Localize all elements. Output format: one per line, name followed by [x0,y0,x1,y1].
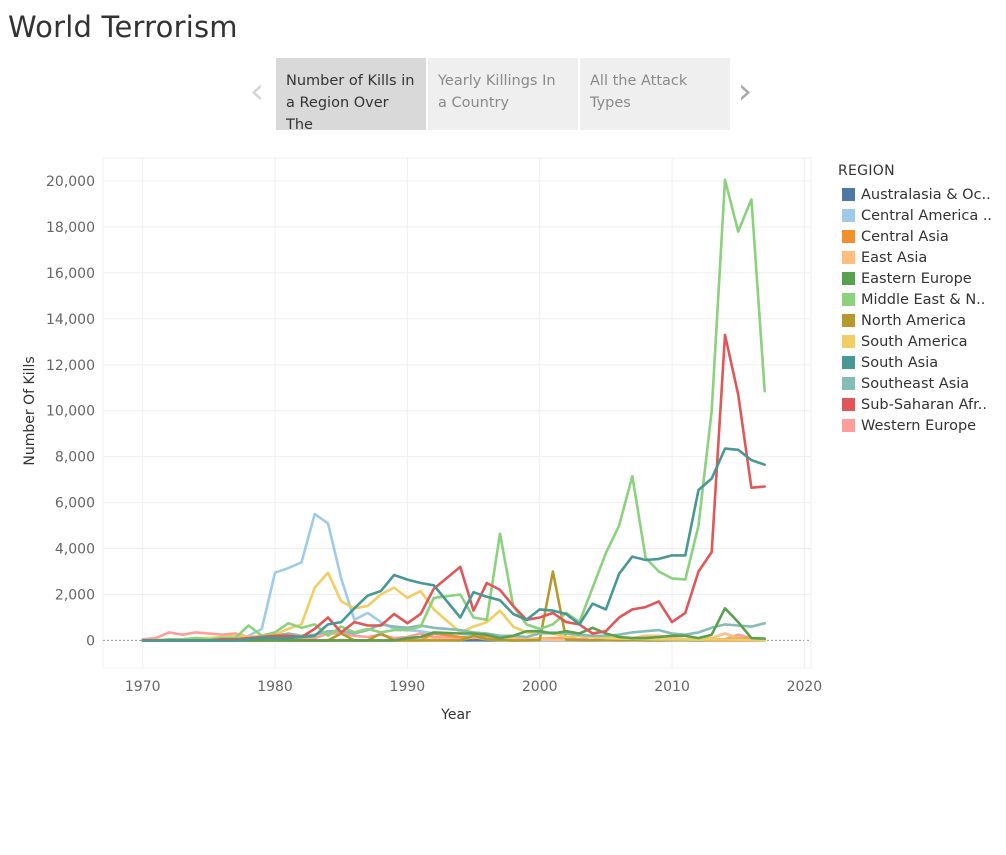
story-point-yearly-killings-country[interactable]: Yearly Killings In a Country [428,58,578,130]
legend-label: East Asia [861,249,928,266]
legend-label: Central America .. [861,207,993,224]
legend-swatch [842,230,855,243]
legend-label: Middle East & N.. [861,291,986,308]
chart-grid [102,157,812,669]
legend-swatch [842,272,855,285]
y-tick-label: 6,000 [55,496,95,512]
x-tick-label: 1970 [125,679,161,695]
legend-item[interactable]: South America [838,331,1006,352]
legend-item[interactable]: South Asia [838,352,1006,373]
y-tick-label: 4,000 [55,542,95,558]
story-point-attack-types[interactable]: All the Attack Types [580,58,730,130]
legend-swatch [842,293,855,306]
series-line-south-asia[interactable] [141,447,767,642]
legend-swatch [842,335,855,348]
x-tick-label: 2000 [522,679,558,695]
y-tick-label: 16,000 [46,266,95,282]
legend-label: South Asia [861,354,939,371]
y-tick-label: 0 [86,633,95,649]
legend-label: North America [861,312,966,329]
line-chart: 0 2,000 4,000 6,000 8,000 10,000 12,000 14,000 1… [22,157,822,723]
y-tick-label: 8,000 [55,450,95,466]
legend-title: REGION [838,163,895,179]
story-point-kills-by-region[interactable]: Number of Kills in a Region Over The [276,58,426,130]
legend-item[interactable]: Australasia & Oc.. [838,184,1006,205]
legend-label: Australasia & Oc.. [861,186,991,203]
y-axis: 0 2,000 4,000 6,000 8,000 10,000 12,000 14,000 1… [46,174,95,649]
x-axis-title: Year [440,707,471,723]
x-tick-label: 2020 [787,679,823,695]
legend-swatch [842,398,855,411]
y-tick-label: 18,000 [46,220,95,236]
x-tick-label: 2010 [654,679,690,695]
legend-item[interactable]: Sub-Saharan Afr.. [838,394,1006,415]
legend: REGION Australasia & Oc.. Central America… [838,163,1006,436]
legend-item[interactable]: Middle East & N.. [838,289,1006,310]
legend-swatch [842,419,855,432]
x-axis: 1970 1980 1990 2000 2010 2020 [125,679,822,695]
dashboard-title: World Terrorism [8,10,238,44]
series-lines [141,178,767,642]
y-axis-title: Number Of Kills [22,356,38,465]
legend-swatch [842,356,855,369]
series-line-middle-east-north-africa[interactable] [141,178,767,642]
y-tick-label: 12,000 [46,358,95,374]
chevron-left-icon[interactable]: ‹ [249,71,265,112]
legend-swatch [842,251,855,264]
legend-swatch [842,188,855,201]
legend-label: Sub-Saharan Afr.. [861,396,987,413]
plot-area [102,157,812,669]
x-tick-label: 1990 [390,679,426,695]
legend-swatch [842,377,855,390]
legend-item[interactable]: East Asia [838,247,1006,268]
legend-swatch [842,314,855,327]
y-tick-label: 2,000 [55,587,95,603]
legend-label: Central Asia [861,228,949,245]
y-tick-label: 14,000 [46,312,95,328]
legend-label: Western Europe [861,417,977,434]
legend-item[interactable]: Western Europe [838,415,1006,436]
y-tick-label: 20,000 [46,174,95,190]
legend-label: South America [861,333,968,350]
legend-item[interactable]: Central America .. [838,205,1006,226]
legend-item[interactable]: Southeast Asia [838,373,1006,394]
story-navigator: ‹ Number of Kills in a Region Over The Y… [244,58,764,130]
legend-label: Southeast Asia [861,375,970,392]
legend-item[interactable]: North America [838,310,1006,331]
legend-label: Eastern Europe [861,270,972,287]
legend-item[interactable]: Central Asia [838,226,1006,247]
legend-swatch [842,209,855,222]
x-tick-label: 1980 [257,679,293,695]
chevron-right-icon[interactable]: › [737,71,753,112]
legend-item[interactable]: Eastern Europe [838,268,1006,289]
y-tick-label: 10,000 [46,404,95,420]
